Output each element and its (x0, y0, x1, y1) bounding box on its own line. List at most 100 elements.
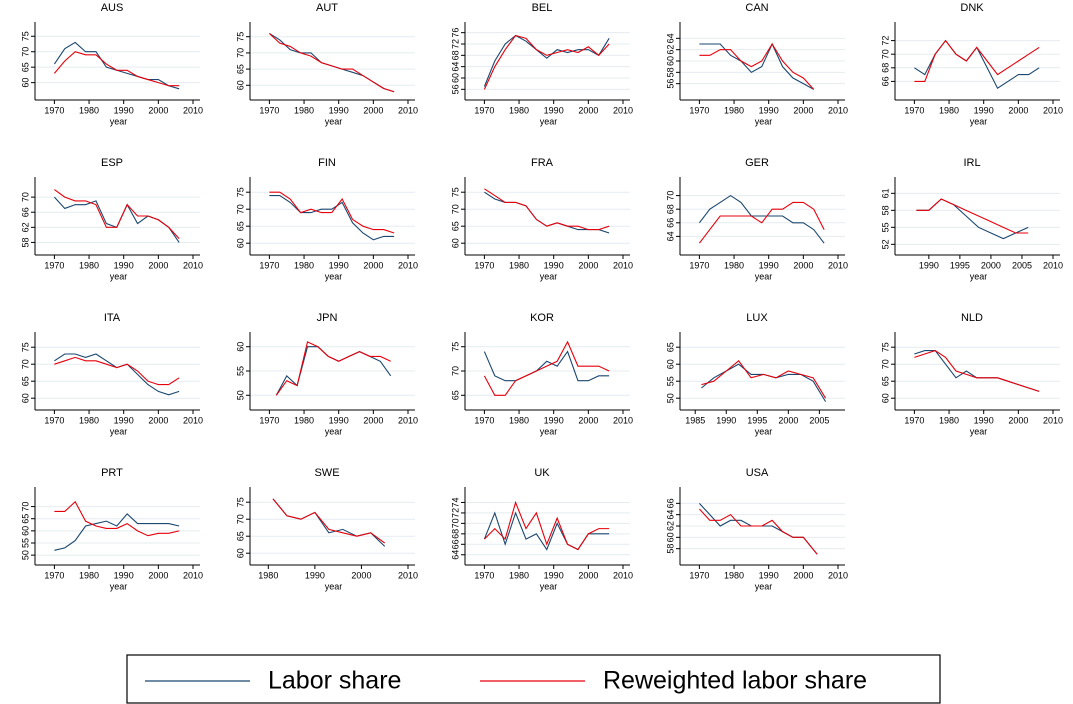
y-tick-label: 70 (450, 204, 460, 214)
y-tick-label: 76 (450, 28, 460, 38)
x-tick-label: 2010 (613, 415, 633, 425)
x-tick-label: 2010 (398, 415, 418, 425)
x-axis-label: year (970, 116, 988, 126)
y-tick-label: 72 (880, 36, 890, 46)
y-tick-label: 60 (235, 80, 245, 90)
y-tick-label: 66 (665, 498, 675, 508)
x-tick-label: 2005 (1012, 260, 1032, 270)
x-axis-label: year (110, 116, 128, 126)
y-tick-label: 70 (880, 49, 890, 59)
x-tick-label: 2000 (363, 415, 383, 425)
y-tick-label: 66 (665, 218, 675, 228)
x-tick-label: 2000 (363, 260, 383, 270)
panel-title: DNK (960, 2, 984, 14)
x-tick-label: 1970 (259, 105, 279, 115)
y-tick-label: 65 (880, 376, 890, 386)
y-tick-label: 64 (450, 550, 460, 560)
series-line (269, 195, 395, 241)
x-tick-label: 1990 (114, 415, 134, 425)
y-tick-label: 52 (880, 239, 890, 249)
legend-label: Labor share (268, 667, 401, 695)
y-tick-label: 65 (20, 62, 30, 72)
series-line (483, 34, 610, 87)
x-tick-label: 1970 (689, 105, 709, 115)
x-tick-label: 2000 (793, 105, 813, 115)
x-tick-label: 1980 (294, 415, 314, 425)
x-axis-label: year (325, 426, 343, 436)
y-tick-label: 75 (235, 32, 245, 42)
x-tick-label: 2010 (1043, 260, 1063, 270)
x-tick-label: 1970 (904, 415, 924, 425)
x-tick-label: 1970 (474, 570, 494, 580)
x-tick-label: 2010 (613, 570, 633, 580)
x-tick-label: 2000 (363, 105, 383, 115)
x-tick-label: 2000 (148, 260, 168, 270)
x-tick-label: 2010 (1043, 415, 1063, 425)
y-tick-label: 65 (450, 390, 460, 400)
y-tick-label: 62 (665, 521, 675, 531)
y-tick-label: 68 (880, 63, 890, 73)
x-tick-label: 1980 (79, 415, 99, 425)
series-line (54, 500, 180, 537)
series-line (483, 340, 610, 396)
x-tick-label: 2000 (778, 415, 798, 425)
x-tick-label: 2000 (578, 415, 598, 425)
panel-title: CAN (745, 2, 768, 14)
y-tick-label: 58 (880, 205, 890, 215)
y-tick-label: 75 (235, 187, 245, 197)
y-tick-label: 74 (450, 497, 460, 507)
x-tick-label: 2000 (578, 260, 598, 270)
y-tick-label: 58 (20, 237, 30, 247)
series-line (699, 42, 815, 90)
panel-title: AUT (316, 2, 338, 14)
y-tick-label: 72 (450, 508, 460, 518)
series-line (916, 198, 1029, 240)
x-tick-label: 2010 (183, 260, 203, 270)
x-tick-label: 2010 (398, 260, 418, 270)
panel-title: AUS (101, 2, 124, 14)
y-tick-label: 65 (665, 342, 675, 352)
x-axis-label: year (110, 426, 128, 436)
y-tick-label: 58 (665, 67, 675, 77)
y-tick-label: 70 (20, 359, 30, 369)
y-tick-label: 50 (20, 550, 30, 560)
y-tick-label: 64 (450, 62, 460, 72)
x-tick-label: 1990 (759, 105, 779, 115)
x-tick-label: 2000 (148, 415, 168, 425)
x-tick-label: 1980 (939, 415, 959, 425)
x-axis-label: year (540, 581, 558, 591)
panel-title: UK (534, 467, 550, 479)
x-tick-label: 1990 (329, 415, 349, 425)
y-tick-label: 66 (20, 207, 30, 217)
y-tick-label: 65 (20, 514, 30, 524)
y-tick-label: 60 (20, 393, 30, 403)
series-line (269, 191, 395, 234)
x-tick-label: 1990 (114, 260, 134, 270)
y-tick-label: 55 (235, 366, 245, 376)
y-tick-label: 60 (20, 78, 30, 88)
x-tick-label: 2000 (578, 105, 598, 115)
series-line (699, 42, 815, 90)
x-tick-label: 1980 (939, 105, 959, 115)
x-tick-label: 1990 (716, 415, 736, 425)
x-tick-label: 1970 (44, 415, 64, 425)
x-tick-label: 1980 (509, 260, 529, 270)
y-tick-label: 64 (665, 510, 675, 520)
y-tick-label: 64 (665, 33, 675, 43)
y-tick-label: 70 (450, 366, 460, 376)
series-line (698, 502, 818, 555)
y-tick-label: 60 (450, 73, 460, 83)
panel-title: USA (746, 467, 769, 479)
x-tick-label: 1990 (759, 570, 779, 580)
x-tick-label: 2000 (793, 570, 813, 580)
x-tick-label: 2010 (828, 105, 848, 115)
x-tick-label: 1995 (747, 415, 767, 425)
x-tick-label: 1980 (509, 105, 529, 115)
y-tick-label: 62 (665, 45, 675, 55)
series-line (53, 51, 180, 87)
x-tick-label: 1990 (544, 415, 564, 425)
series-line (698, 508, 818, 555)
legend-box (126, 654, 941, 704)
y-tick-label: 61 (880, 188, 890, 198)
